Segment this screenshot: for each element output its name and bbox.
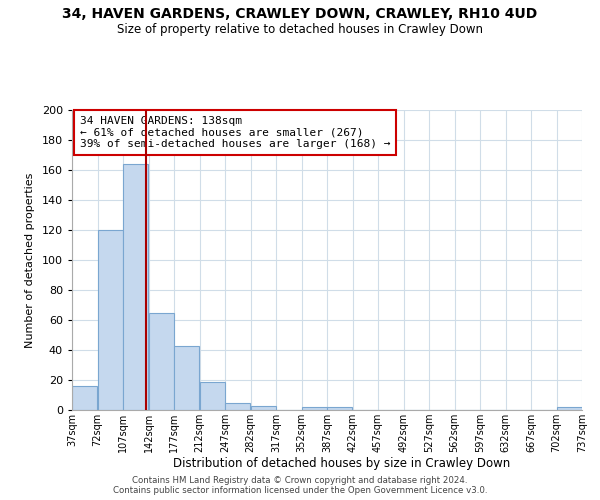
Bar	[149, 312, 173, 410]
Bar	[557, 407, 581, 410]
Text: Distribution of detached houses by size in Crawley Down: Distribution of detached houses by size …	[173, 458, 511, 470]
Bar	[98, 230, 122, 410]
Text: 34, HAVEN GARDENS, CRAWLEY DOWN, CRAWLEY, RH10 4UD: 34, HAVEN GARDENS, CRAWLEY DOWN, CRAWLEY…	[62, 8, 538, 22]
Text: 34 HAVEN GARDENS: 138sqm
← 61% of detached houses are smaller (267)
39% of semi-: 34 HAVEN GARDENS: 138sqm ← 61% of detach…	[80, 116, 390, 149]
Bar	[226, 402, 250, 410]
Text: Contains HM Land Registry data © Crown copyright and database right 2024.
Contai: Contains HM Land Registry data © Crown c…	[113, 476, 487, 495]
Bar	[175, 346, 199, 410]
Text: Size of property relative to detached houses in Crawley Down: Size of property relative to detached ho…	[117, 22, 483, 36]
Bar	[73, 386, 97, 410]
Y-axis label: Number of detached properties: Number of detached properties	[25, 172, 35, 348]
Bar	[200, 382, 224, 410]
Bar	[124, 164, 148, 410]
Bar	[328, 407, 352, 410]
Bar	[302, 407, 326, 410]
Bar	[251, 406, 275, 410]
